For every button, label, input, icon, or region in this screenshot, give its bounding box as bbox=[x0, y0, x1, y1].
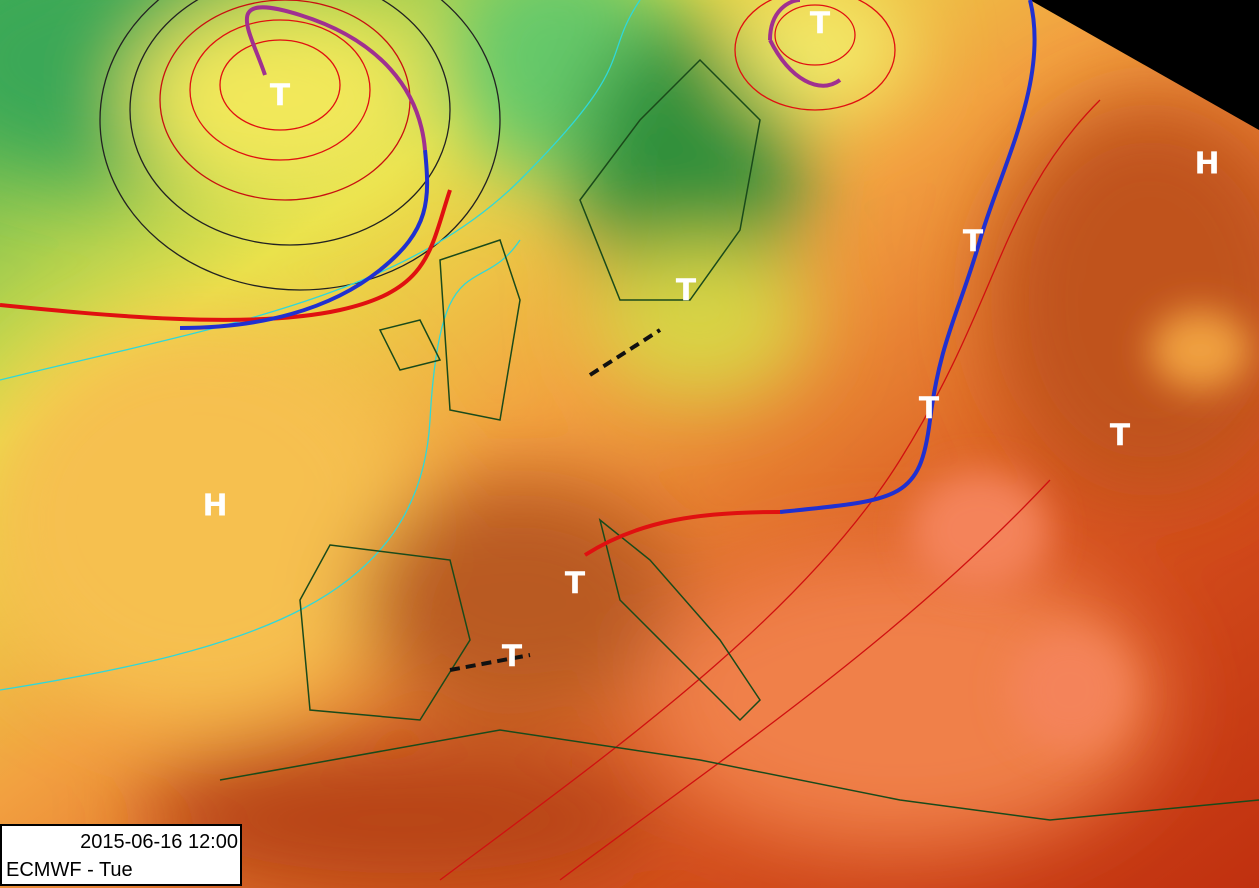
low-label: T bbox=[963, 225, 984, 260]
coastlines bbox=[219, 58, 1259, 821]
low-label: T bbox=[565, 567, 586, 602]
pressure-centers: T T H T T T T H T T bbox=[202, 7, 1219, 675]
no-data-area bbox=[1030, 0, 1259, 130]
low-label: T bbox=[1110, 419, 1131, 454]
low-label: T bbox=[270, 79, 291, 114]
warm-patches bbox=[910, 310, 1250, 750]
low-label: T bbox=[502, 640, 523, 675]
datetime: 2015-06-16 12:00 bbox=[80, 831, 238, 853]
info-box-frame bbox=[0, 824, 242, 886]
high-label: H bbox=[202, 489, 227, 524]
model-day: ECMWF - Tue bbox=[6, 859, 133, 881]
low-label: T bbox=[810, 7, 831, 42]
info-box: 2015-06-16 12:00 ECMWF - Tue bbox=[0, 824, 242, 886]
low-label: T bbox=[919, 392, 940, 427]
low-label: T bbox=[676, 274, 697, 309]
fronts bbox=[0, 0, 1037, 672]
isobars bbox=[0, 0, 1101, 881]
high-label: H bbox=[1194, 147, 1219, 182]
